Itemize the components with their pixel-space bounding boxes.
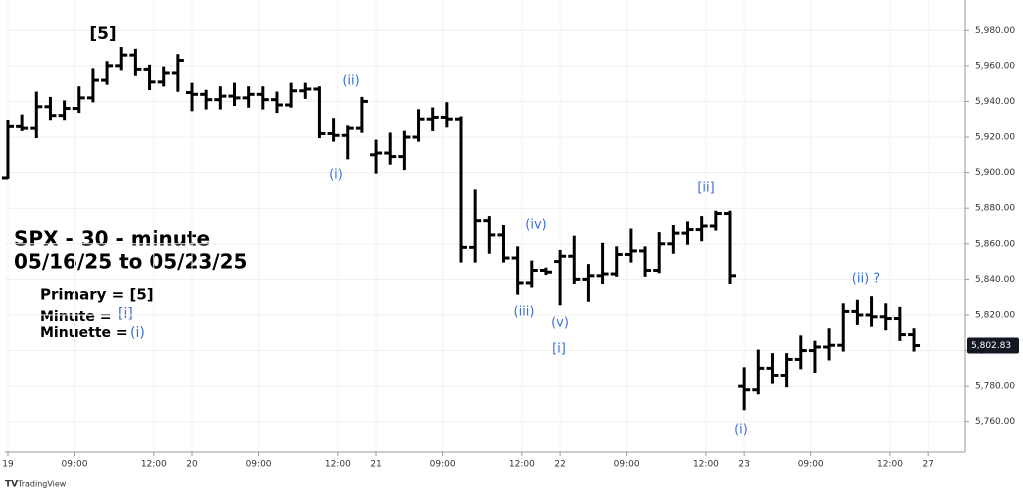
x-tick-label: 09:00: [614, 460, 640, 470]
chart-title: SPX - 30 - minute: [14, 227, 210, 251]
note: Minuette =: [40, 325, 128, 341]
y-tick-label: 5,900.00: [975, 168, 1015, 178]
note: Minute =: [40, 309, 111, 325]
note: Primary = [5]: [40, 286, 154, 304]
y-tick-label: 5,880.00: [975, 204, 1015, 214]
x-tick-label: 12:00: [509, 460, 535, 470]
wave-label: (iv): [525, 218, 546, 233]
wave-label: [ii]: [697, 181, 714, 196]
y-tick-label: 5,820.00: [975, 310, 1015, 320]
wave-label: [5]: [89, 24, 116, 44]
y-tick-label: 5,760.00: [975, 417, 1015, 427]
logo: TV: [5, 480, 18, 490]
last-price-label: 5,802.83: [971, 341, 1011, 351]
note: [i]: [118, 306, 133, 322]
x-tick-label: 09:00: [798, 460, 824, 470]
x-tick-label: 19: [2, 460, 14, 470]
x-tick-label: 23: [738, 460, 749, 470]
y-tick-label: 5,940.00: [975, 97, 1015, 107]
wave-label: (i): [329, 168, 343, 183]
x-tick-label: 12:00: [141, 460, 167, 470]
x-tick-label: 09:00: [62, 460, 88, 470]
wave-label: (iii): [514, 305, 535, 320]
y-tick-label: 5,840.00: [975, 275, 1015, 285]
x-tick-label: 20: [186, 460, 198, 470]
chart-subtitle: 05/16/25 to 05/23/25: [14, 250, 247, 274]
y-tick-label: 5,920.00: [975, 133, 1015, 143]
wave-label: (ii) ?: [852, 272, 880, 287]
x-tick-label: 22: [554, 460, 565, 470]
wave-label: (i): [734, 423, 748, 438]
x-tick-label: 27: [922, 460, 933, 470]
wave-label: [i]: [552, 342, 566, 357]
x-tick-label: 12:00: [325, 460, 351, 470]
last-price-box: [967, 337, 1019, 354]
note: (i): [130, 325, 145, 341]
x-tick-label: 09:00: [246, 460, 272, 470]
wave-label: (ii): [342, 74, 359, 89]
wave-label: (v): [551, 316, 569, 331]
y-tick-label: 5,780.00: [975, 382, 1015, 392]
x-tick-label: 21: [370, 460, 381, 470]
source: TradingView: [17, 480, 67, 489]
y-tick-label: 5,860.00: [975, 239, 1015, 249]
x-tick-label: 12:00: [877, 460, 903, 470]
x-tick-label: 09:00: [430, 460, 456, 470]
y-tick-label: 5,980.00: [975, 26, 1015, 36]
y-tick-label: 5,960.00: [975, 61, 1015, 71]
x-tick-label: 12:00: [693, 460, 719, 470]
